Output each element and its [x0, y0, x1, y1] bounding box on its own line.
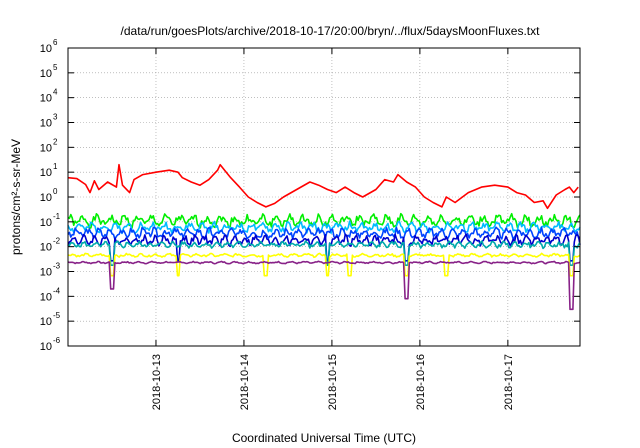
y-tick-label: 10 [40, 267, 52, 279]
series-lines [67, 163, 581, 311]
y-tick-exponent: 6 [53, 38, 58, 47]
chart-title: /data/run/goesPlots/archive/2018-10-17/2… [121, 24, 541, 38]
y-tick-exponent: 4 [53, 88, 58, 97]
y-axis-ticks: 10610510410310210110010-110-210-310-410-… [40, 38, 580, 353]
series-line [67, 226, 581, 240]
series-line [67, 252, 581, 277]
y-tick-exponent: 2 [53, 137, 58, 146]
y-tick-label: 10 [40, 142, 52, 154]
y-tick-label: 10 [40, 242, 52, 254]
x-tick-label: 2018-10-14 [239, 354, 251, 410]
y-tick-exponent: -3 [53, 262, 61, 271]
y-tick-label: 10 [40, 167, 52, 179]
y-axis-label: protons/cm²-s-sr-MeV [9, 139, 23, 255]
y-tick-label: 10 [40, 192, 52, 204]
series-line [67, 233, 581, 262]
y-tick-label: 10 [40, 291, 52, 303]
y-tick-exponent: -4 [53, 286, 61, 295]
y-tick-exponent: 3 [53, 113, 58, 122]
grid-lines [68, 48, 580, 346]
y-tick-exponent: -6 [53, 336, 61, 345]
y-tick-exponent: 5 [53, 63, 58, 72]
y-tick-exponent: 1 [53, 162, 58, 171]
series-line [67, 240, 581, 266]
series-line [67, 260, 581, 311]
x-tick-label: 2018-10-16 [415, 354, 427, 410]
series-line [67, 220, 581, 235]
y-tick-label: 10 [40, 316, 52, 328]
y-tick-label: 10 [40, 217, 52, 229]
y-tick-label: 10 [40, 68, 52, 80]
y-tick-label: 10 [40, 118, 52, 130]
series-line [67, 163, 579, 210]
x-axis-label: Coordinated Universal Time (UTC) [232, 431, 416, 445]
y-tick-exponent: 0 [53, 187, 58, 196]
y-tick-exponent: -5 [53, 311, 61, 320]
x-tick-label: 2018-10-15 [327, 354, 339, 410]
y-tick-label: 10 [40, 341, 52, 353]
x-axis-ticks: 2018-10-13 2018-10-14 2018-10-15 2018-10-16… [151, 48, 515, 410]
y-tick-exponent: -1 [53, 212, 61, 221]
y-tick-exponent: -2 [53, 237, 61, 246]
x-tick-label: 2018-10-17 [503, 354, 515, 410]
series-line [67, 212, 581, 229]
y-tick-label: 10 [40, 93, 52, 105]
y-tick-label: 10 [40, 43, 52, 55]
x-tick-label: 2018-10-13 [151, 354, 163, 410]
